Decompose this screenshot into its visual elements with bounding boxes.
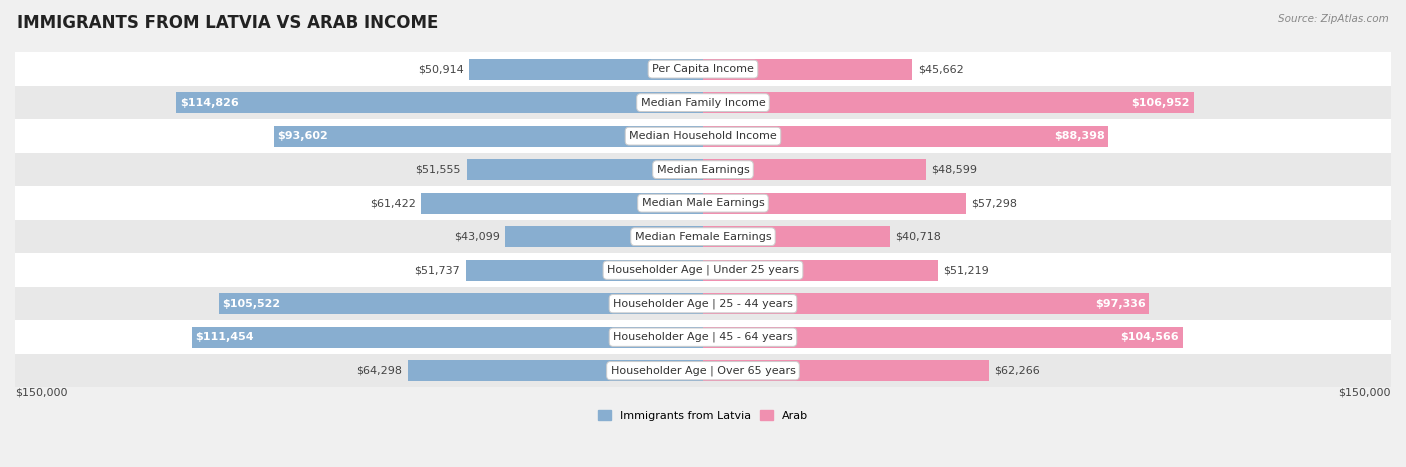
Text: Householder Age | 25 - 44 years: Householder Age | 25 - 44 years bbox=[613, 298, 793, 309]
Bar bbox=[703, 92, 1194, 113]
Text: $40,718: $40,718 bbox=[896, 232, 941, 241]
Text: $114,826: $114,826 bbox=[180, 98, 239, 107]
Bar bbox=[191, 327, 703, 347]
Bar bbox=[703, 159, 927, 180]
Bar bbox=[465, 260, 703, 281]
Text: Source: ZipAtlas.com: Source: ZipAtlas.com bbox=[1278, 14, 1389, 24]
Bar bbox=[15, 52, 1391, 86]
Bar bbox=[703, 260, 938, 281]
Text: Householder Age | 45 - 64 years: Householder Age | 45 - 64 years bbox=[613, 332, 793, 342]
Bar bbox=[15, 220, 1391, 254]
Legend: Immigrants from Latvia, Arab: Immigrants from Latvia, Arab bbox=[593, 406, 813, 425]
Text: $51,219: $51,219 bbox=[943, 265, 990, 275]
Text: $57,298: $57,298 bbox=[972, 198, 1018, 208]
Bar bbox=[15, 320, 1391, 354]
Text: $62,266: $62,266 bbox=[994, 366, 1040, 376]
Bar bbox=[15, 120, 1391, 153]
Text: IMMIGRANTS FROM LATVIA VS ARAB INCOME: IMMIGRANTS FROM LATVIA VS ARAB INCOME bbox=[17, 14, 439, 32]
Text: $104,566: $104,566 bbox=[1121, 332, 1180, 342]
Text: $105,522: $105,522 bbox=[222, 299, 281, 309]
Text: $51,555: $51,555 bbox=[416, 165, 461, 175]
Text: $50,914: $50,914 bbox=[418, 64, 464, 74]
Bar bbox=[15, 186, 1391, 220]
Text: $111,454: $111,454 bbox=[195, 332, 254, 342]
Bar bbox=[422, 193, 703, 213]
Text: $150,000: $150,000 bbox=[1339, 388, 1391, 397]
Bar bbox=[15, 354, 1391, 388]
Bar bbox=[703, 361, 988, 381]
Bar bbox=[703, 293, 1150, 314]
Text: Median Family Income: Median Family Income bbox=[641, 98, 765, 107]
Text: $61,422: $61,422 bbox=[370, 198, 416, 208]
Bar bbox=[408, 361, 703, 381]
Text: $48,599: $48,599 bbox=[931, 165, 977, 175]
Bar bbox=[703, 193, 966, 213]
Text: Median Household Income: Median Household Income bbox=[628, 131, 778, 141]
Bar bbox=[176, 92, 703, 113]
Bar bbox=[703, 226, 890, 247]
Bar bbox=[703, 327, 1182, 347]
Text: $97,336: $97,336 bbox=[1095, 299, 1146, 309]
Text: Householder Age | Over 65 years: Householder Age | Over 65 years bbox=[610, 366, 796, 376]
Bar bbox=[15, 287, 1391, 320]
Bar bbox=[703, 59, 912, 79]
Bar bbox=[15, 153, 1391, 186]
Bar bbox=[470, 59, 703, 79]
Text: Median Male Earnings: Median Male Earnings bbox=[641, 198, 765, 208]
Text: Median Female Earnings: Median Female Earnings bbox=[634, 232, 772, 241]
Bar bbox=[467, 159, 703, 180]
Text: $93,602: $93,602 bbox=[277, 131, 328, 141]
Text: Per Capita Income: Per Capita Income bbox=[652, 64, 754, 74]
Text: $43,099: $43,099 bbox=[454, 232, 499, 241]
Bar bbox=[219, 293, 703, 314]
Text: $88,398: $88,398 bbox=[1054, 131, 1105, 141]
Bar bbox=[703, 126, 1108, 147]
Text: $106,952: $106,952 bbox=[1132, 98, 1189, 107]
Text: $64,298: $64,298 bbox=[357, 366, 402, 376]
Bar bbox=[505, 226, 703, 247]
Text: $45,662: $45,662 bbox=[918, 64, 963, 74]
Text: Householder Age | Under 25 years: Householder Age | Under 25 years bbox=[607, 265, 799, 276]
Bar bbox=[15, 254, 1391, 287]
Text: $51,737: $51,737 bbox=[415, 265, 460, 275]
Bar bbox=[274, 126, 703, 147]
Text: $150,000: $150,000 bbox=[15, 388, 67, 397]
Bar bbox=[15, 86, 1391, 120]
Text: Median Earnings: Median Earnings bbox=[657, 165, 749, 175]
